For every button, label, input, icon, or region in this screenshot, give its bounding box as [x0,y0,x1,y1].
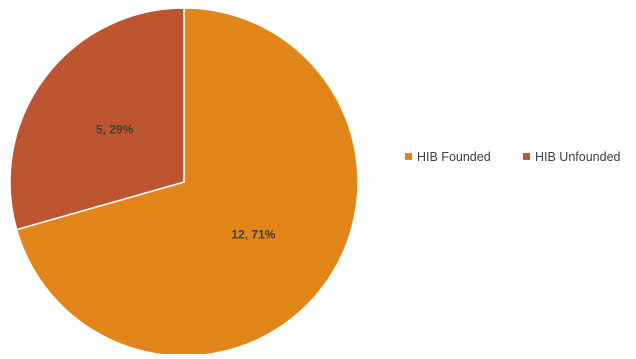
legend: HIB Founded HIB Unfounded [405,150,621,164]
data-label-hib-unfounded: 5, 29% [96,123,134,137]
legend-swatch-hib-founded [405,153,412,160]
pie-data-labels: 12, 71% 5, 29% [96,123,276,242]
pie-slice-hib-founded [15,7,359,357]
legend-label-hib-unfounded: HIB Unfounded [535,150,621,164]
pie-slices [9,7,359,357]
legend-swatch-hib-unfounded [523,153,530,160]
legend-label-hib-founded: HIB Founded [417,150,491,164]
pie-slice-hib-unfounded [9,7,185,231]
data-label-hib-founded: 12, 71% [231,227,275,241]
